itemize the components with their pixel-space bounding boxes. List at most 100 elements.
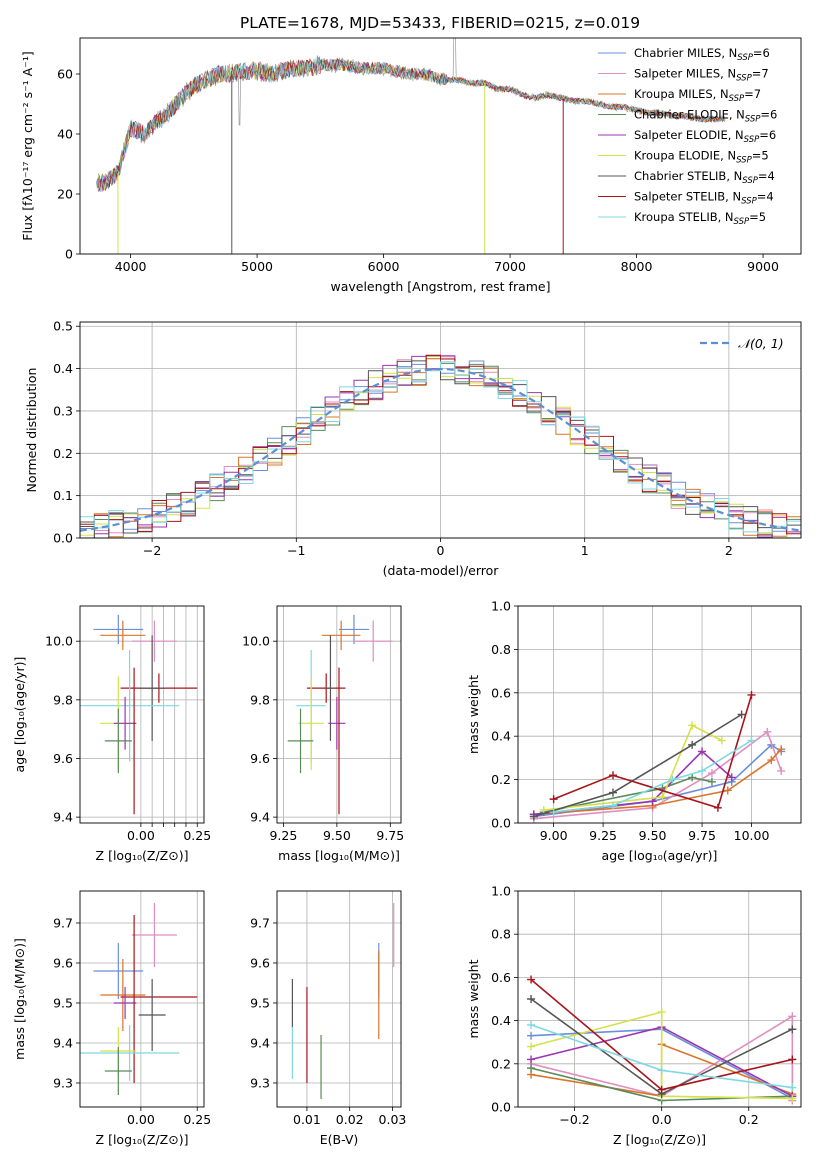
y-tick-label: 0.0 [491,816,511,831]
y-tick-label: 0.3 [53,403,73,418]
weight-marker [788,1083,797,1092]
spectrum-model-line [96,58,725,192]
weight-marker [788,1055,797,1064]
legend-label: Salpeter MILES, NSSP=7 [634,67,769,84]
y-axis-label: mass weight [466,675,481,754]
y-tick-label: 9.4 [53,1036,73,1051]
legend-label: Kroupa MILES, NSSP=7 [634,87,761,104]
weight-marker [529,812,538,821]
y-tick-label: 9.7 [250,916,270,931]
weight-marker [527,995,536,1003]
x-tick-label: 5000 [241,259,273,274]
weight-marker [527,1031,536,1040]
histogram-steps [80,354,801,538]
weight-marker [747,736,756,745]
y-tick-label: 9.3 [250,1076,270,1091]
axes-frame [517,890,802,1108]
weight-marker [763,727,772,736]
normal-curve [80,367,801,532]
weight-lines [529,690,786,823]
weight-marker [698,747,707,756]
y-tick-label: 9.5 [250,996,270,1011]
x-axis-label: E(B-V) [320,1132,359,1147]
y-tick-label: 0.6 [491,685,511,700]
weight-series-line [530,1010,793,1100]
x-tick-label: 9.50 [323,828,351,843]
weight-marker [788,1025,797,1034]
y-tick-label: 0.2 [491,772,511,787]
y-axis-label: Flux [fλ10⁻¹⁷ erg cm⁻² s⁻¹ A⁻¹] [20,51,35,240]
y-tick-label: 0.8 [491,642,511,657]
weight-series-line [543,724,723,811]
y-tick-label: 9.4 [250,810,270,825]
x-tick-label: −1 [287,543,305,558]
y-tick-label: 1.0 [491,884,511,899]
panel-weight_vs_Z: −0.2 0.0 0.2 0.0 0.2 0.4 0.6 0.8 1.0 Z [log₁₀(Z/Z… [466,884,802,1147]
weight-marker [747,690,756,699]
x-tick-label: 0.0 [652,1112,672,1127]
x-tick-label: 4000 [115,259,147,274]
y-tick-label: 0.1 [53,488,73,503]
errorbars [291,903,395,1099]
panel-residuals: −2 −1 0 1 2 0.0 0.1 0.2 0.3 0.4 0.5 (data-model)/er… [24,319,802,578]
y-tick-label: 20 [57,187,73,202]
y-tick-label: 9.6 [250,956,270,971]
weight-marker [788,1094,797,1103]
x-axis-label: Z [log₁₀(Z/Z⊙)] [96,848,189,863]
axes-frame [79,890,205,1108]
y-tick-label: 0 [65,247,73,262]
x-tick-label: 9.75 [376,828,404,843]
weight-marker [688,740,697,749]
x-axis-label: age [log₁₀(age/yr)] [602,848,718,863]
weight-marker [608,801,617,810]
panel-age_vs_mass: 9.25 9.50 9.75 9.4 9.6 9.8 10.0 mass [log₁₀(M/M… [242,605,404,863]
legend-label: Kroupa ELODIE, NSSP=5 [634,149,769,166]
y-tick-label: 0.8 [491,927,511,942]
axes-frame [276,890,402,1108]
weight-marker [549,795,558,804]
axes-frame [276,605,402,824]
weight-marker [698,766,707,775]
x-tick-label: 0.25 [183,1112,211,1127]
y-tick-label: 9.6 [53,751,73,766]
axes-frame [79,321,802,539]
y-tick-label: 9.5 [53,996,73,1011]
y-tick-label: 60 [57,67,73,82]
weight-marker [549,808,558,817]
panel-age_vs_Z: 0.00 0.25 9.4 9.6 9.8 10.0 Z [log₁₀(Z/Z⊙)] age … [12,605,211,863]
legend-label: Salpeter STELIB, NSSP=4 [634,190,774,207]
y-tick-label: 0.2 [491,1056,511,1071]
spectrum-model-line [97,59,725,191]
axes-layer: 4000 5000 6000 7000 8000 90000204060wavelengt… [12,37,802,1147]
weight-marker [723,786,732,795]
spectrum-lines [96,38,726,254]
errorbars [287,614,393,815]
y-tick-label: 9.6 [53,956,73,971]
axes-frame [79,37,802,255]
axes-frame [517,605,802,824]
y-tick-label: 9.4 [250,1036,270,1051]
x-axis-label: mass [log₁₀(M/M⊙)] [278,848,400,863]
weight-marker [658,792,667,801]
x-tick-label: 10.00 [734,828,770,843]
weight-marker [727,773,736,782]
weight-marker [527,1042,536,1051]
weight-series-line [533,713,743,818]
x-tick-label: 0.25 [183,828,211,843]
panel-weight_vs_age: 9.00 9.25 9.50 9.75 10.00 0.0 0.2 0.4 0.6 0.8 1.0 a… [466,599,802,863]
x-tick-label: 1 [581,543,589,558]
weight-marker [717,736,726,745]
weight-marker [707,769,716,778]
weight-marker [539,805,548,814]
x-axis-label: wavelength [Angstrom, rest frame] [330,279,550,294]
weight-marker [777,766,786,775]
y-tick-label: 0.0 [491,1100,511,1115]
weight-marker [527,1020,536,1029]
y-tick-label: 10.0 [45,634,73,649]
y-tick-label: 9.8 [250,692,270,707]
x-tick-label: 9.75 [688,828,716,843]
weight-marker [737,710,746,719]
y-axis-label: age [log₁₀(age/yr)] [12,657,27,773]
y-tick-label: 10.0 [242,634,270,649]
